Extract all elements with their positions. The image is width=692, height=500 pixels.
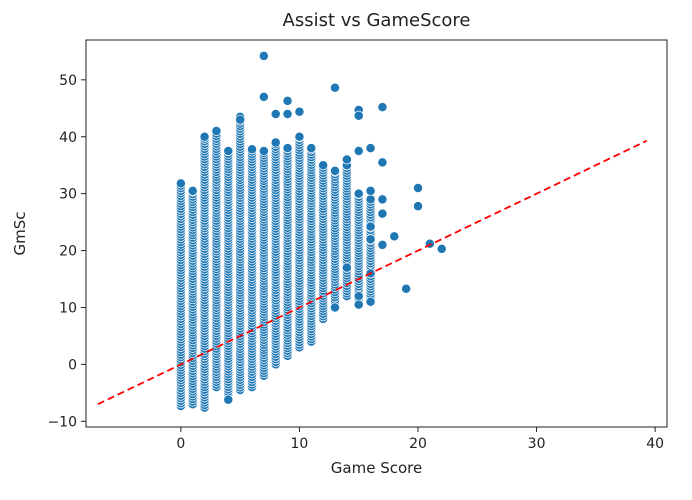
data-point: [341, 262, 352, 273]
x-tick-label: 20: [409, 436, 427, 452]
data-points-layer: [175, 50, 447, 413]
data-point: [318, 160, 329, 171]
data-point: [258, 146, 269, 156]
data-point: [223, 394, 234, 405]
data-point: [389, 231, 400, 242]
data-point: [365, 143, 376, 154]
data-point: [365, 185, 376, 196]
data-point: [365, 194, 376, 205]
axes-layer: 0 10 20 30 40 −10 0 10 20 30 40 50: [47, 73, 664, 452]
data-point: [353, 291, 364, 302]
data-point: [365, 221, 376, 232]
y-tick-label: 0: [68, 357, 77, 373]
data-point: [211, 126, 222, 137]
data-point: [282, 143, 293, 154]
data-point: [258, 50, 269, 61]
data-point: [282, 109, 293, 119]
data-point: [175, 178, 186, 189]
y-tick-label: 20: [59, 244, 77, 260]
x-axis-label: Game Score: [331, 459, 422, 477]
data-point: [258, 91, 269, 102]
data-point: [365, 296, 376, 307]
data-point: [377, 157, 388, 168]
x-tick-label: 0: [176, 436, 185, 452]
data-point: [187, 185, 198, 196]
chart-title: Assist vs GameScore: [283, 10, 471, 31]
data-point: [294, 131, 305, 142]
reference-line: [97, 139, 648, 406]
data-point: [401, 283, 412, 294]
data-point: [247, 144, 257, 155]
data-point: [330, 165, 340, 176]
x-tick-label: 10: [291, 436, 309, 452]
data-point: [377, 208, 388, 219]
data-point: [377, 194, 388, 205]
data-point: [330, 82, 340, 93]
data-point: [377, 102, 388, 113]
y-tick-label: 50: [59, 73, 77, 89]
data-point: [330, 302, 340, 313]
data-point: [270, 109, 281, 119]
data-point: [223, 146, 234, 156]
data-point: [413, 201, 423, 212]
data-point: [365, 234, 376, 245]
y-axis-label: GmSc: [11, 211, 29, 255]
data-point: [235, 114, 246, 125]
plot-frame: [85, 39, 668, 428]
y-tick-label: −10: [47, 414, 77, 430]
data-point: [306, 143, 317, 154]
data-point: [282, 95, 293, 106]
reference-line-layer: [97, 139, 648, 406]
data-point: [341, 154, 352, 165]
data-point: [199, 131, 210, 142]
x-tick-label: 30: [528, 436, 546, 452]
data-point: [353, 110, 364, 121]
data-point: [353, 299, 364, 310]
data-point: [353, 188, 364, 199]
data-point: [436, 243, 447, 254]
data-point: [294, 106, 305, 117]
data-point: [377, 239, 388, 250]
y-tick-label: 10: [59, 300, 77, 316]
y-tick-label: 40: [59, 130, 77, 146]
data-point: [270, 137, 281, 148]
data-point: [353, 146, 364, 156]
x-tick-label: 40: [646, 436, 664, 452]
data-point: [413, 183, 423, 193]
y-tick-label: 30: [59, 187, 77, 203]
